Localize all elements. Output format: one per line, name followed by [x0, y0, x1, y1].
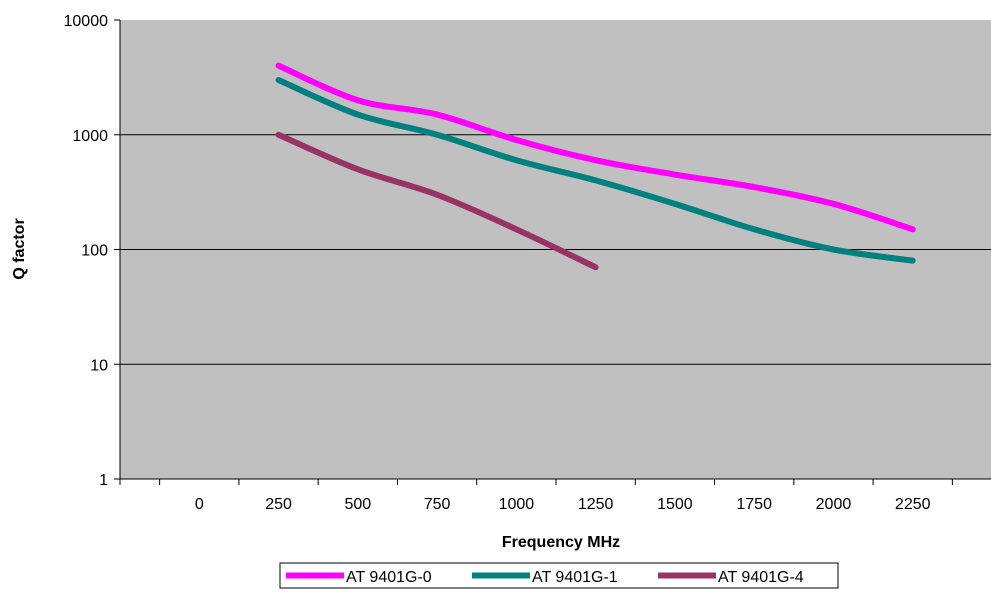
x-tick-label: 1750	[736, 496, 772, 513]
y-tick-label: 1	[99, 472, 108, 489]
series-line	[275, 77, 916, 264]
x-tick-labels: 0 250 500 750 1000 1250 1500 1750 2000 2250	[195, 496, 931, 513]
legend-box	[279, 562, 839, 589]
x-tick-label: 250	[265, 496, 292, 513]
legend: AT 9401G-0 AT 9401G-1 AT 9401G-4	[279, 562, 839, 589]
series-lines	[275, 62, 916, 271]
y-tick-label: 1000	[72, 128, 108, 145]
x-axis-title: Frequency MHz	[502, 534, 620, 551]
legend-label: AT 9401G-4	[718, 569, 804, 586]
series-line	[275, 131, 599, 271]
y-tick-label: 10000	[64, 13, 109, 30]
y-tick-labels: 1 10 100 1000 10000	[64, 13, 109, 489]
x-tick-label: 0	[195, 496, 204, 513]
y-tick-label: 100	[81, 243, 108, 260]
legend-label: AT 9401G-1	[532, 569, 618, 586]
y-tick-label: 10	[90, 357, 108, 374]
x-tick-label: 1500	[657, 496, 693, 513]
x-tick-label: 1250	[578, 496, 614, 513]
y-axis-title: Q factor	[11, 218, 28, 279]
legend-label: AT 9401G-0	[346, 569, 432, 586]
series-line	[275, 62, 916, 233]
x-tick-label: 500	[344, 496, 371, 513]
axes	[119, 20, 991, 485]
x-tick-label: 2250	[895, 496, 931, 513]
x-tick-label: 750	[424, 496, 451, 513]
x-tick-label: 1000	[499, 496, 535, 513]
x-tick-label: 2000	[816, 496, 852, 513]
